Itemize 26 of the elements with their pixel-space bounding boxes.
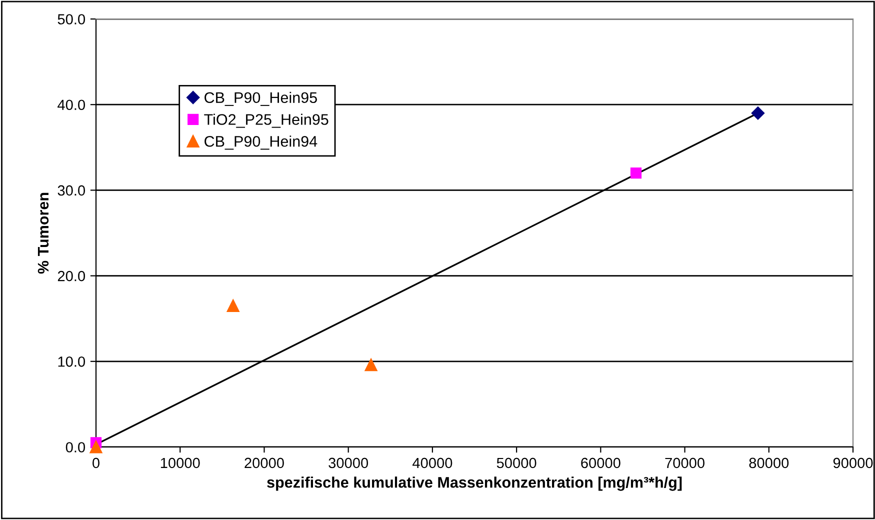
x-tick-label: 80000 [749, 458, 789, 468]
point [751, 106, 765, 120]
x-tick-label: 0 [92, 458, 100, 468]
y-tick-label: 40.0 [58, 100, 86, 110]
point [90, 440, 102, 454]
x-tick-label: 20000 [244, 458, 284, 468]
x-tick-label: 60000 [581, 458, 620, 468]
x-axis-title: spezifische kumulative Massenkonzentration [mg/m³*h/g] [267, 476, 682, 491]
y-tick-label: 0.0 [66, 442, 86, 452]
y-tick-label: 30.0 [58, 185, 86, 196]
x-tick-label: 90000 [833, 458, 873, 468]
y-tick-label: 10.0 [58, 356, 86, 367]
y-tick-label: 50.0 [58, 14, 86, 24]
y-axis-title: % Tumoren [38, 192, 49, 274]
legend-label: CB_P90_Hein95 [204, 92, 317, 106]
legend-label: CB_P90_Hein94 [204, 136, 318, 150]
x-tick-label: 70000 [665, 458, 704, 468]
x-tick-label: 40000 [412, 458, 452, 468]
x-tick-label: 30000 [328, 458, 368, 468]
point [630, 168, 642, 179]
y-tick-label: 20.0 [58, 270, 86, 282]
point [364, 358, 378, 372]
legend-label: TiO2_P25_Hein95 [204, 114, 328, 128]
x-tick-label: 50000 [496, 458, 536, 468]
x-tick-label: 10000 [160, 458, 200, 468]
point [226, 300, 240, 312]
